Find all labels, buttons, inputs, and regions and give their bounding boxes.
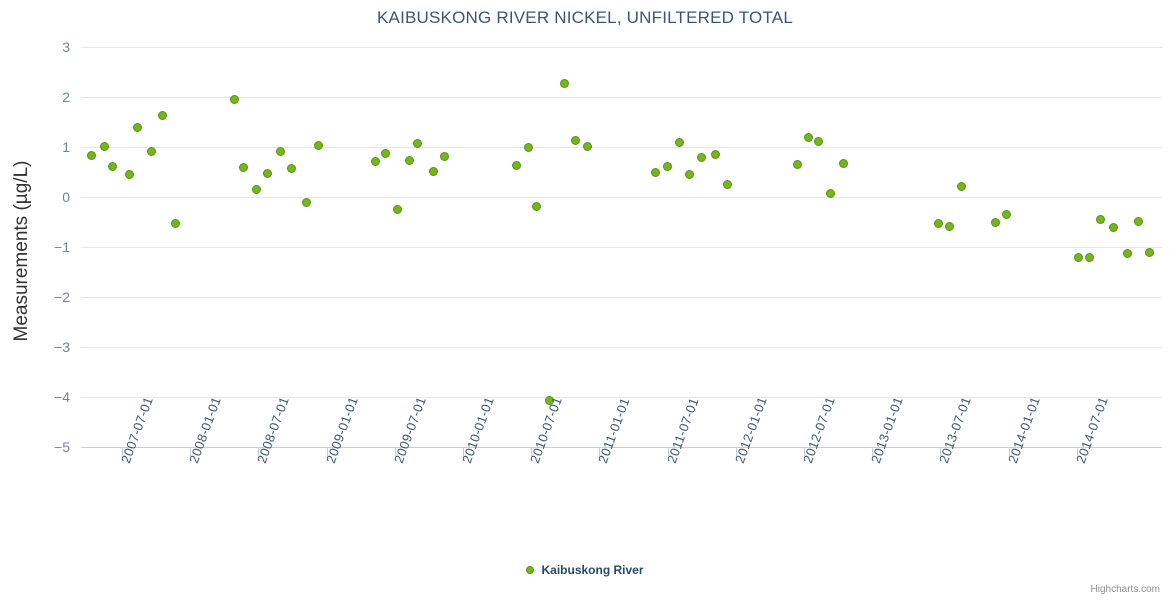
y-axis-tick-label: −5 [54, 439, 70, 455]
scatter-point[interactable] [146, 146, 156, 156]
scatter-point[interactable] [684, 170, 694, 179]
scatter-point[interactable] [251, 184, 261, 194]
chart-legend: Kaibuskong River [0, 562, 1170, 577]
y-axis-tick-label: −1 [54, 239, 70, 255]
x-axis-tick-mark [326, 448, 328, 456]
scatter-point[interactable] [157, 111, 167, 120]
y-axis-tick-label: −2 [54, 289, 70, 305]
scatter-point[interactable] [404, 155, 414, 165]
scatter-point[interactable] [662, 161, 672, 171]
gridline [81, 147, 1162, 148]
x-axis-tick-mark [940, 448, 942, 456]
scatter-point[interactable] [559, 79, 569, 88]
scatter-point[interactable] [99, 141, 109, 151]
scatter-point[interactable] [1084, 253, 1094, 262]
scatter-point[interactable] [838, 158, 848, 168]
scatter-point[interactable] [722, 179, 732, 189]
legend-item-kaibuskong-river[interactable]: Kaibuskong River [526, 562, 644, 577]
scatter-point[interactable] [990, 218, 1000, 227]
gridline [81, 247, 1162, 248]
scatter-point[interactable] [1108, 223, 1118, 232]
scatter-point[interactable] [229, 95, 239, 104]
gridline [81, 297, 1162, 298]
scatter-point[interactable] [132, 122, 142, 132]
x-axis-tick-mark [463, 448, 464, 456]
scatter-point[interactable] [107, 161, 117, 171]
scatter-point[interactable] [813, 137, 823, 146]
y-axis-tick-label: 0 [62, 189, 70, 205]
legend-item-label: Kaibuskong River [541, 562, 644, 577]
scatter-point[interactable] [439, 152, 449, 161]
scatter-point[interactable] [1073, 252, 1083, 262]
scatter-point[interactable] [710, 149, 720, 159]
gridline [81, 197, 1162, 198]
scatter-point[interactable] [313, 141, 323, 150]
y-axis-tick-label: 2 [62, 89, 70, 105]
scatter-point[interactable] [86, 151, 96, 160]
scatter-point[interactable] [170, 219, 180, 228]
scatter-point[interactable] [956, 182, 966, 191]
x-axis-tick-mark [394, 448, 396, 456]
y-axis-tick-label: 1 [62, 139, 70, 155]
x-axis-tick-mark [1008, 448, 1010, 456]
scatter-point[interactable] [825, 189, 835, 198]
scatter-point[interactable] [1095, 214, 1105, 224]
scatter-point[interactable] [944, 221, 954, 231]
y-axis-tick-label: −3 [54, 339, 70, 355]
chart-credits[interactable]: Highcharts.com [1090, 584, 1160, 595]
x-axis-tick-mark [1076, 448, 1078, 456]
x-axis-line [81, 447, 1162, 448]
x-axis-tick-mark [804, 448, 805, 456]
scatter-point[interactable] [412, 138, 422, 148]
scatter-point[interactable] [428, 167, 438, 176]
scatter-point[interactable] [803, 133, 813, 142]
x-axis-tick-mark [599, 448, 601, 456]
x-axis-tick-mark [667, 448, 669, 456]
scatter-point[interactable] [544, 396, 554, 405]
scatter-point[interactable] [238, 162, 248, 172]
x-axis-tick-mark [872, 448, 874, 456]
scatter-point[interactable] [392, 204, 402, 214]
scatter-point[interactable] [124, 170, 134, 179]
x-axis-tick-mark [122, 448, 123, 456]
scatter-point[interactable] [650, 168, 660, 177]
scatter-point[interactable] [275, 146, 285, 156]
scatter-point[interactable] [570, 136, 580, 145]
scatter-point[interactable] [262, 168, 272, 178]
scatter-point[interactable] [674, 138, 684, 147]
x-axis-tick-mark [735, 448, 737, 456]
x-axis-tick-mark [190, 448, 192, 456]
scatter-point[interactable] [933, 219, 943, 228]
gridline [81, 347, 1162, 348]
y-axis-tick-label: −4 [54, 389, 70, 405]
plot-area [81, 47, 1162, 448]
legend-marker-icon [526, 565, 535, 574]
chart-title: KAIBUSKONG RIVER NICKEL, UNFILTERED TOTA… [377, 8, 793, 27]
scatter-point[interactable] [1122, 249, 1132, 258]
scatter-point[interactable] [286, 163, 296, 173]
gridline [81, 397, 1162, 398]
y-axis-tick-label: 3 [62, 39, 70, 55]
scatter-point[interactable] [582, 141, 592, 151]
gridline [81, 97, 1162, 98]
scatter-point[interactable] [696, 153, 706, 162]
gridline [81, 47, 1162, 48]
scatter-point[interactable] [370, 156, 380, 166]
scatter-point[interactable] [380, 149, 390, 158]
scatter-point[interactable] [301, 197, 311, 207]
scatter-point[interactable] [792, 159, 802, 169]
scatter-point[interactable] [531, 201, 541, 211]
scatter-point[interactable] [1001, 210, 1011, 219]
scatter-point[interactable] [1144, 247, 1154, 257]
scatter-point[interactable] [1133, 216, 1143, 226]
x-axis-tick-mark [258, 448, 260, 456]
scatter-point[interactable] [511, 160, 521, 170]
scatter-point[interactable] [523, 142, 533, 152]
x-axis-tick-mark [531, 448, 533, 456]
